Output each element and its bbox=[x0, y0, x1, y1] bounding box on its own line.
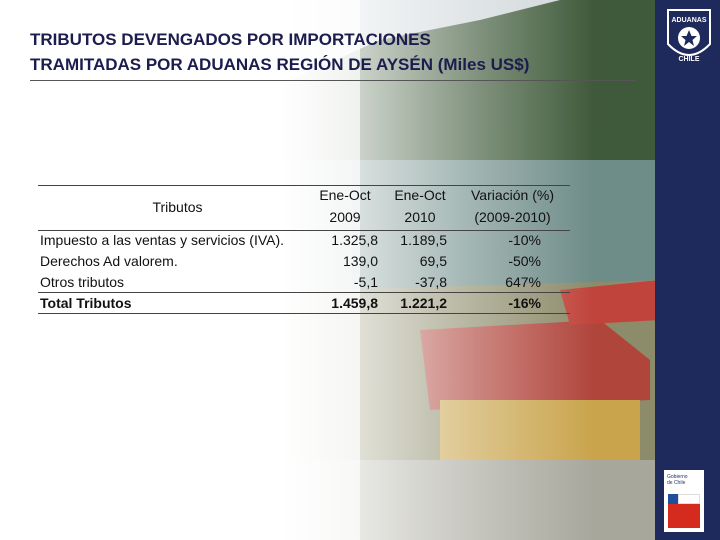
table-rule bbox=[38, 230, 570, 231]
gov-line: Gobierno bbox=[667, 474, 688, 480]
flag-blue bbox=[668, 494, 678, 504]
gov-logo-text: Gobierno de Chile bbox=[667, 474, 688, 486]
title-line: TRIBUTOS DEVENGADOS POR IMPORTACIONES bbox=[30, 30, 431, 49]
table-rule bbox=[38, 292, 570, 293]
table-cell: 1.325,8 bbox=[331, 232, 378, 248]
table-cell: 647% bbox=[505, 274, 541, 290]
table-cell: Derechos Ad valorem. bbox=[40, 253, 178, 269]
flag-red bbox=[668, 504, 700, 528]
table-cell: -10% bbox=[508, 232, 541, 248]
title-rule bbox=[30, 80, 635, 81]
table-cell: 1.221,2 bbox=[400, 295, 447, 311]
table-cell: 1.189,5 bbox=[400, 232, 447, 248]
gov-line: de Chile bbox=[667, 480, 686, 486]
table-cell: Total Tributos bbox=[40, 295, 132, 311]
header-cell: (2009-2010) bbox=[474, 209, 551, 225]
header-cell: 2009 bbox=[329, 209, 361, 225]
logo-bottom: CHILE bbox=[679, 56, 700, 63]
table-cell: -5,1 bbox=[353, 274, 378, 290]
header-cell: Ene-Oct bbox=[394, 187, 446, 203]
logo-top: ADUANAS bbox=[672, 17, 707, 24]
table-cell: 1.459,8 bbox=[331, 295, 378, 311]
table-cell: 139,0 bbox=[342, 253, 378, 269]
aduanas-logo: ADUANAS CHILE bbox=[667, 9, 711, 63]
table-cell: -37,8 bbox=[415, 274, 447, 290]
header-cell: Variación (%) bbox=[471, 187, 554, 203]
gov-logo: Gobierno de Chile bbox=[664, 470, 704, 532]
table-cell: Otros tributos bbox=[40, 274, 125, 290]
header-cell: Tributos bbox=[152, 199, 203, 215]
table-rule bbox=[38, 185, 570, 186]
header-cell: 2010 bbox=[404, 209, 436, 225]
table-cell: 69,5 bbox=[419, 253, 447, 269]
flag-white bbox=[678, 494, 700, 504]
side-band bbox=[655, 0, 720, 540]
header-cell: Ene-Oct bbox=[319, 187, 371, 203]
title-line: TRAMITADAS POR ADUANAS REGIÓN DE AYSÉN (… bbox=[30, 55, 530, 74]
table-cell: Impuesto a las ventas y servicios (IVA). bbox=[40, 232, 285, 248]
table-cell: -50% bbox=[508, 253, 541, 269]
table-cell: -16% bbox=[508, 295, 541, 311]
table-rule bbox=[38, 313, 570, 314]
